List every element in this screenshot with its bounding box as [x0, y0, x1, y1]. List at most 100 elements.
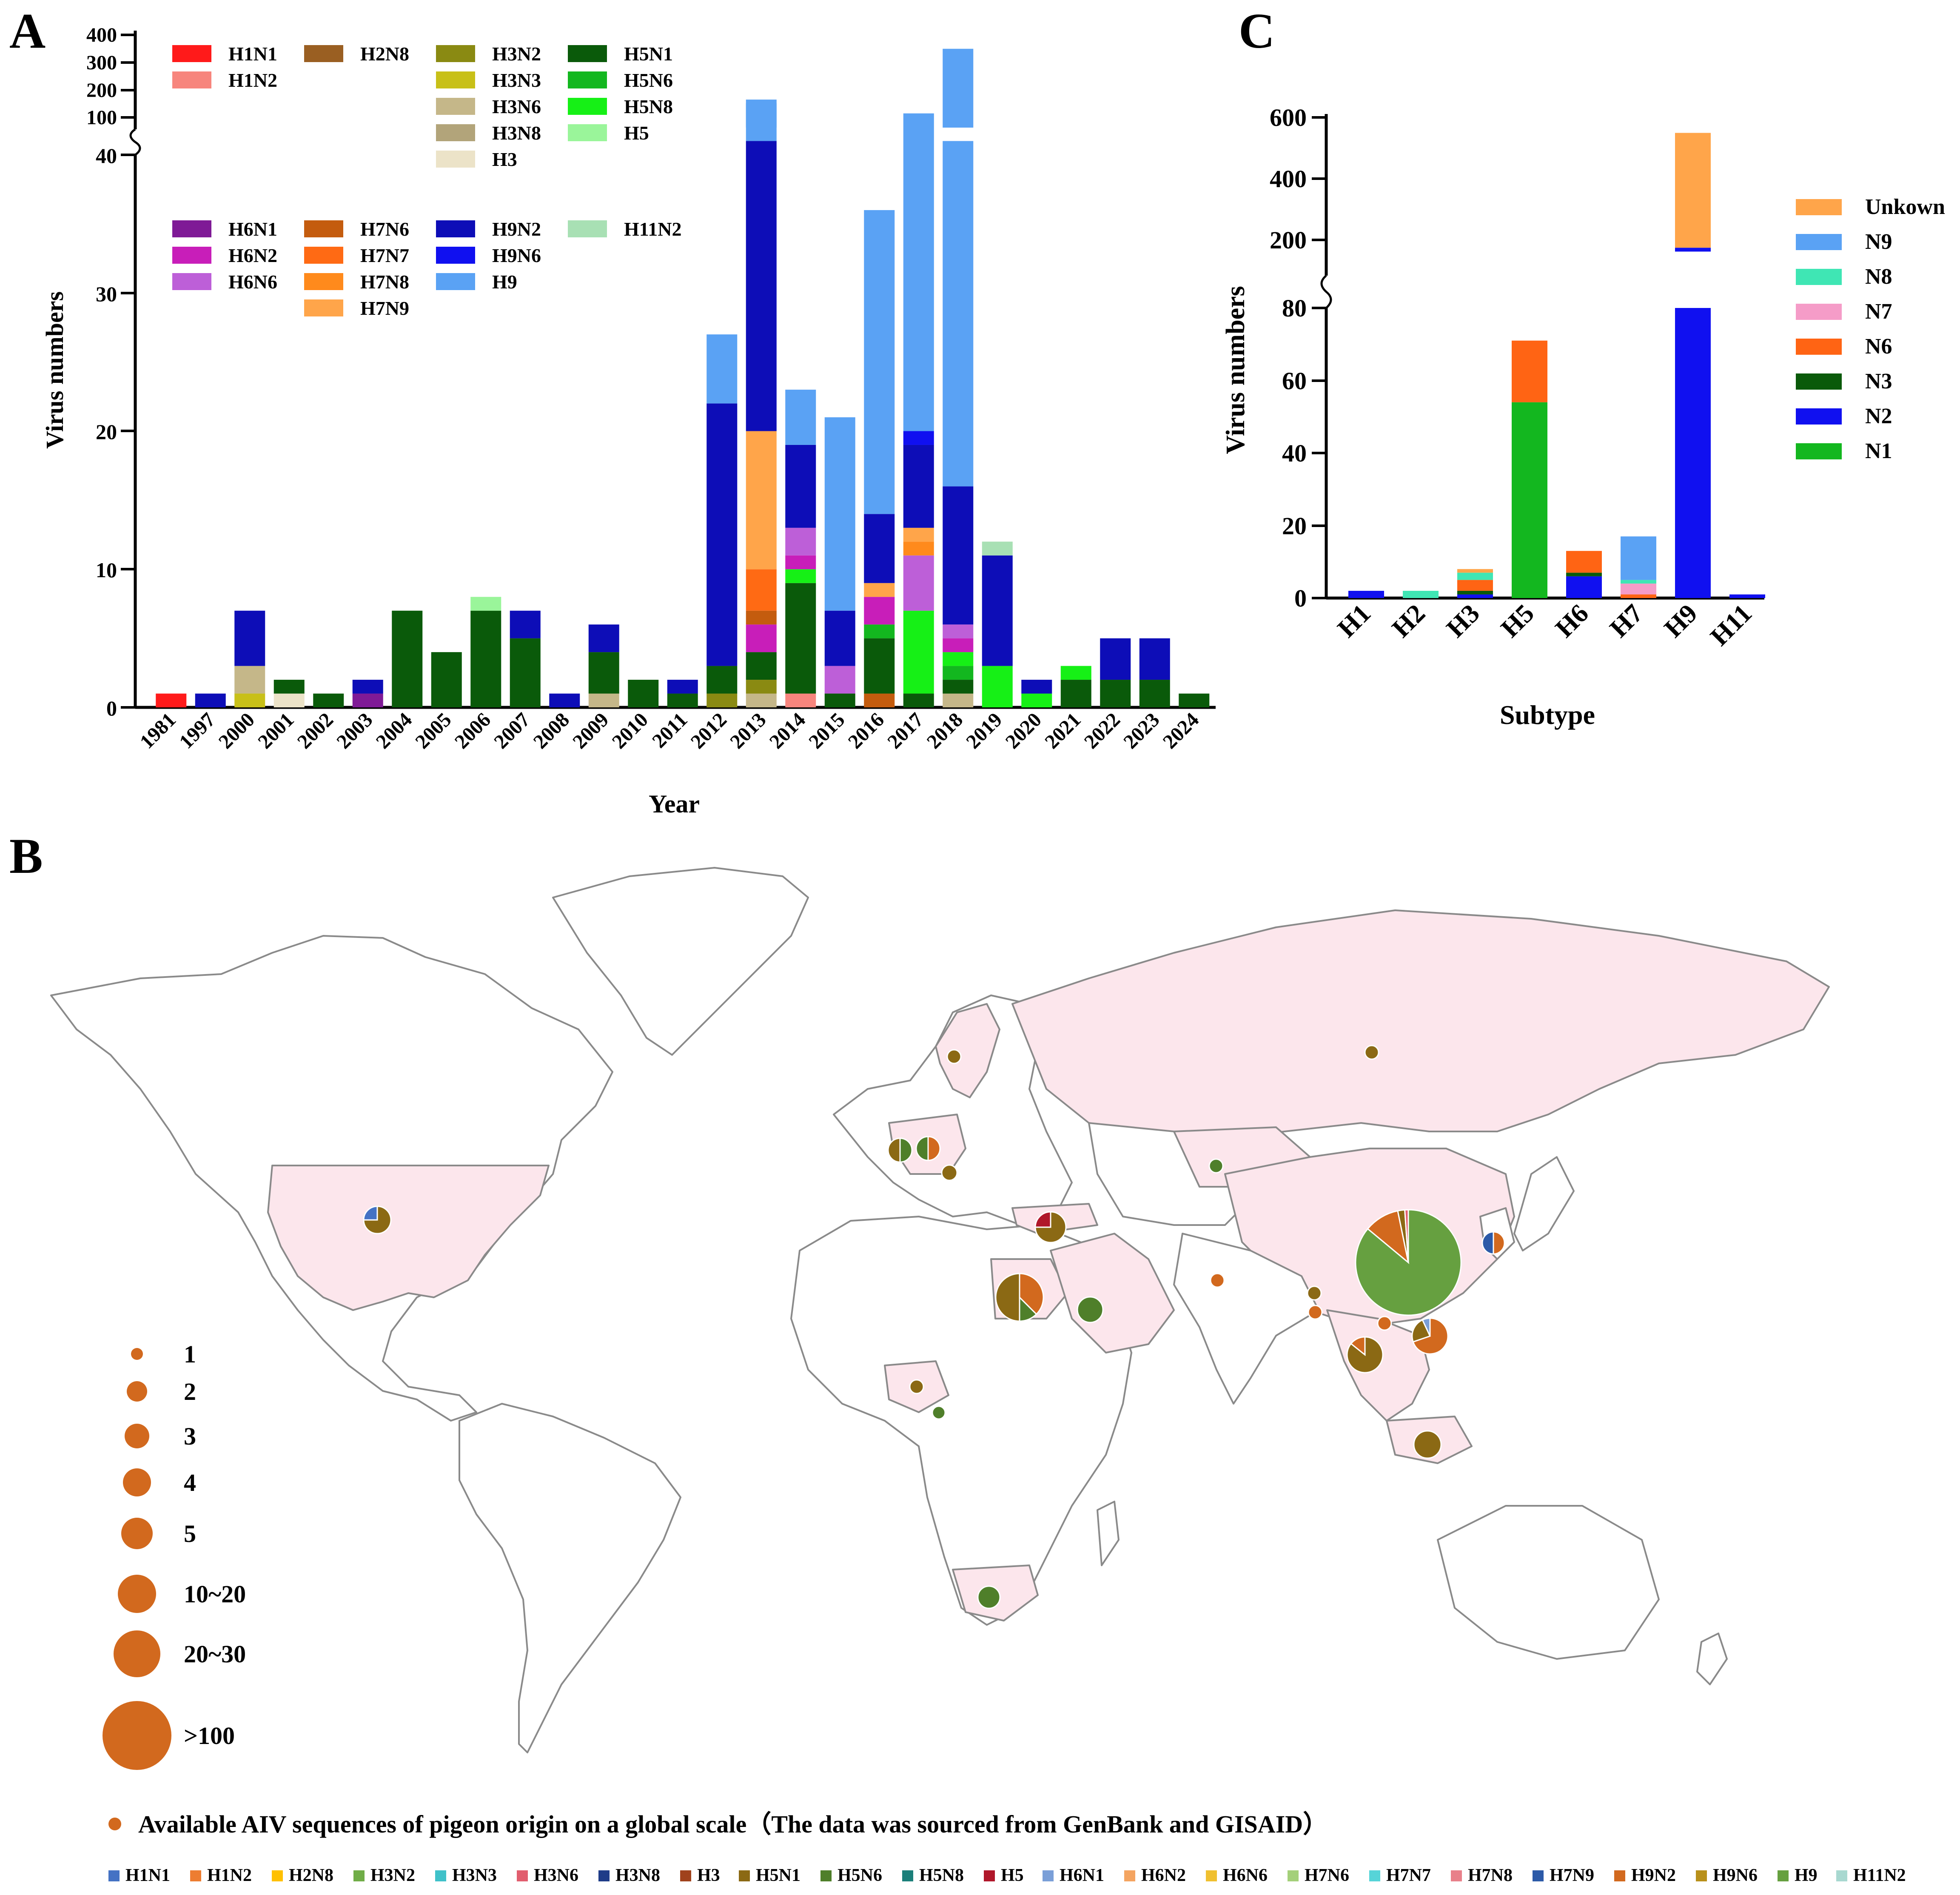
map-legend-label-h1n1: H1N1	[125, 1866, 170, 1885]
legend-label-h6n2: H6N2	[228, 245, 277, 266]
bar-segment-2023-h9n2	[1139, 638, 1170, 680]
legend-label-h3n6: H3N6	[492, 96, 541, 117]
subtype-label: H9	[1659, 599, 1703, 643]
pie-south-africa	[977, 1585, 1001, 1609]
bar-segment-h9-n2	[1675, 308, 1711, 598]
caption-bullet	[108, 1818, 121, 1830]
size-legend-circle	[114, 1630, 160, 1677]
panel-c-ticks: 0 20 40 60 80 200 400 600	[1270, 104, 1326, 612]
subtype-label: H5	[1496, 599, 1540, 643]
year-label: 2018	[923, 708, 967, 753]
legend-swatch-h6n1	[172, 220, 211, 237]
map-legend-label-h9n2: H9N2	[1631, 1866, 1676, 1885]
legend-swatch-h5	[568, 124, 607, 141]
bar-segment-2024-h5n1	[1179, 693, 1210, 707]
pie-slice-vietnam-h5n1	[1411, 1319, 1431, 1343]
map-legend-swatch-h5	[984, 1870, 995, 1881]
c-legend-label-n9: N9	[1865, 230, 1892, 254]
bar-segment-h6-n6	[1566, 551, 1602, 573]
pie-slice-thailand-h9n2	[1350, 1336, 1366, 1356]
bar-segment-2017-h7n9	[903, 527, 934, 542]
bar-segment-2016-h9	[864, 210, 895, 514]
bar-segment-2013-h7n6	[746, 610, 777, 625]
c-legend-swatch-n9	[1796, 234, 1842, 250]
map-legend-label-h7n7: H7N7	[1386, 1866, 1431, 1885]
bar-segment-h1-n2	[1348, 590, 1384, 598]
bar-segment-2016-h5n1	[864, 638, 895, 694]
map-legend-swatch-h5n6	[820, 1870, 832, 1881]
pie-sweden	[946, 1049, 962, 1064]
legend-swatch-h9n2	[436, 220, 475, 237]
bar-segment-2005-h5n1	[431, 652, 462, 707]
legend-swatch-h5n6	[568, 71, 607, 88]
c-tick-label: 600	[1270, 104, 1307, 131]
a-tick-label: 10	[96, 558, 117, 582]
panel-a-ticks: 0 10 20 30 40 100 200 300 400	[86, 24, 135, 720]
bar-segment-2013-h6n2	[746, 624, 777, 653]
map-legend-label-h7n8: H7N8	[1468, 1866, 1513, 1885]
subtype-label: H2	[1387, 599, 1431, 643]
c-legend-swatch-n3	[1796, 373, 1842, 390]
bar-segment-2013-h3n2	[746, 680, 777, 694]
pie-slice-china-h3n6	[1404, 1209, 1409, 1263]
pie-slice-netherlands-h5n1	[887, 1137, 901, 1163]
year-label: 1997	[175, 708, 219, 753]
land-middle-east	[1050, 1233, 1175, 1354]
bar-segment-2011-h5n1	[667, 693, 698, 707]
map-legend-swatch-h3	[680, 1870, 691, 1881]
legend-swatch-h1n1	[172, 45, 211, 62]
pie-slice-turkey-h5n1	[1034, 1211, 1067, 1243]
bar-segment-2018-h5n1	[943, 680, 974, 694]
land-south-america	[459, 1403, 681, 1753]
bar-segment-2007-h5n1	[510, 638, 541, 707]
legend-swatch-h6n2	[172, 247, 211, 264]
pie-slice-germany-h5n6	[915, 1136, 929, 1161]
legend-swatch-h9	[436, 273, 475, 290]
bar-segment-2020-h5n8	[1021, 693, 1052, 707]
bar-segment-2016-h9n2	[864, 514, 895, 583]
panel-a-letter: A	[9, 3, 46, 59]
size-legend-circle	[118, 1575, 156, 1613]
bar-segment-2012-h5n1	[707, 666, 738, 694]
land-scandinavia	[935, 1003, 1000, 1098]
legend-label-h5: H5	[624, 122, 649, 144]
bar-segment-2017-h9n2	[903, 445, 934, 528]
c-tick-label: 0	[1294, 584, 1307, 612]
year-label: 2010	[608, 708, 652, 753]
year-label: 2014	[765, 708, 810, 753]
bar-segment-2012-h9n2	[707, 403, 738, 666]
bar-segment-2020-h9n2	[1021, 680, 1052, 694]
legend-label-h9: H9	[492, 271, 517, 293]
year-label: 2019	[962, 708, 1006, 753]
pie-mongolia	[1208, 1158, 1224, 1174]
map-legend-label-h3: H3	[697, 1866, 720, 1885]
bar-segment-2021-h5n8	[1060, 666, 1091, 680]
bar-segment-2004-h5n1	[392, 610, 423, 707]
bar-segment-h7-n9	[1621, 536, 1656, 580]
map-legend-swatch-h7n8	[1451, 1870, 1462, 1881]
pie-russia	[1364, 1045, 1379, 1060]
map-legend-label-h3n8: H3N8	[615, 1866, 660, 1885]
bar-segment-2009-h3n6	[588, 693, 619, 707]
bar-segment-2007-h9n2	[510, 610, 541, 638]
year-label: 2020	[1001, 708, 1046, 753]
c-tick-label: 40	[1282, 439, 1307, 467]
map-legend-label-h5n8: H5N8	[919, 1866, 964, 1885]
legend-label-h7n8: H7N8	[360, 271, 409, 293]
c-legend-swatch-n7	[1796, 304, 1842, 320]
legend-label-h1n1: H1N1	[228, 43, 277, 65]
bar-segment-2014-h9n2	[785, 445, 816, 528]
map-legend-label-h6n6: H6N6	[1223, 1866, 1268, 1885]
subtype-label: H3	[1441, 599, 1485, 643]
bar-segment-h6-n3	[1566, 573, 1602, 576]
pie-slice-china-h9n2	[1367, 1210, 1410, 1264]
panel-a-legend: H1N1 H1N2 H2N8 H3N2 H3N3 H3N6 H3N8 H3 H5N1 H5N6 H5…	[172, 43, 681, 319]
map-legend-swatch-h6n6	[1206, 1870, 1217, 1881]
bar-segment-2013-h3n6	[746, 693, 777, 707]
bar-segment-2014-h6n2	[785, 555, 816, 570]
map-legend-swatch-h1n1	[108, 1870, 120, 1881]
map-legend-swatch-h7n6	[1288, 1870, 1299, 1881]
panel-c-letter: C	[1239, 3, 1275, 59]
pie-india-east	[1308, 1305, 1323, 1320]
pie-slice-vietnam-h6n1	[1422, 1317, 1431, 1336]
